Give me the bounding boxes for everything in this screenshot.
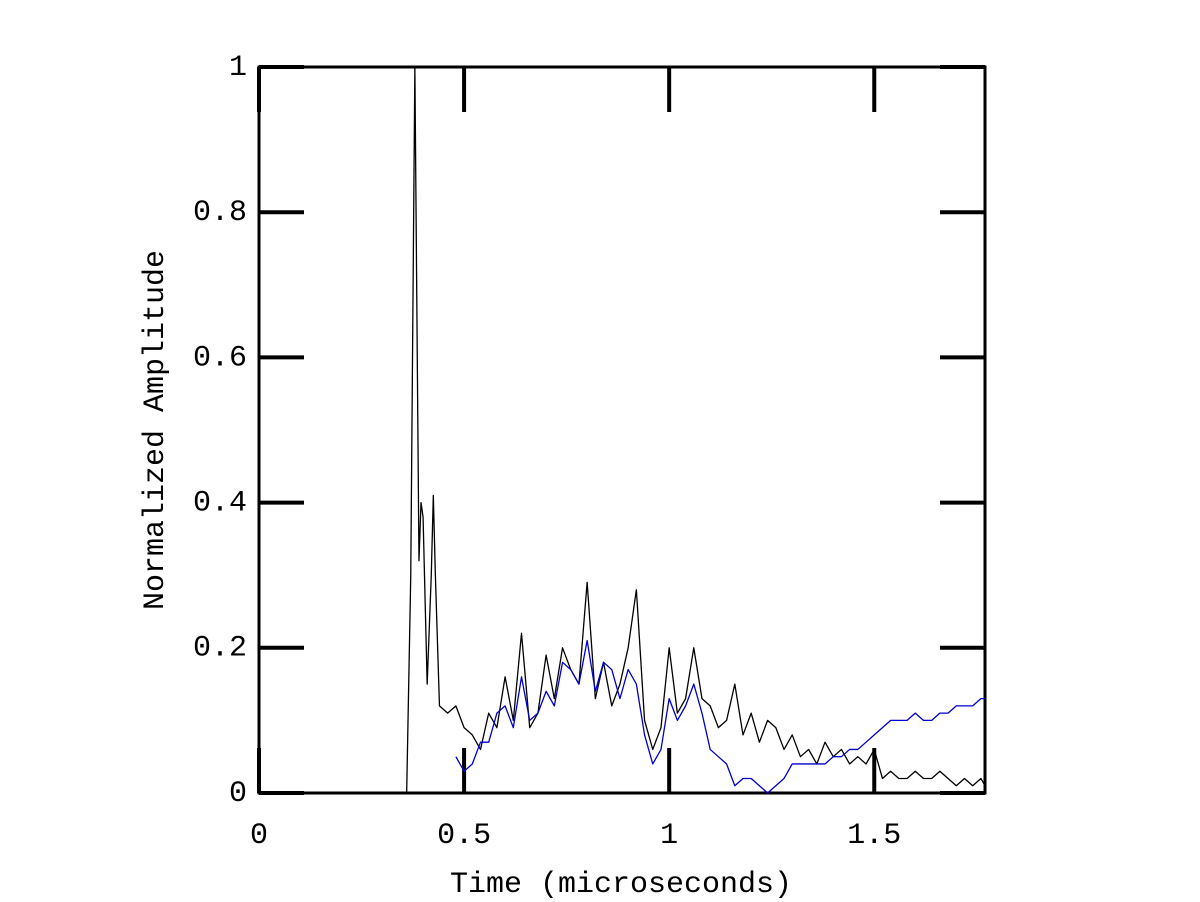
- y-tick-label: 0.2: [193, 632, 247, 666]
- y-tick-label: 0.8: [193, 196, 247, 230]
- x-axis-label: Time (microseconds): [450, 868, 792, 902]
- data-line: [455, 639, 985, 794]
- data-line: [259, 66, 986, 794]
- y-tick-label: 0.6: [193, 341, 247, 375]
- x-tick-label: 1: [660, 819, 678, 853]
- plot-frame: [257, 65, 987, 795]
- x-tick-label: 1.5: [847, 819, 901, 853]
- y-axis-label: Normalized Amplitude: [139, 250, 173, 610]
- y-tick-label: 0.4: [193, 487, 247, 521]
- y-tick-label: 1: [229, 51, 247, 85]
- x-tick-label: 0.5: [437, 819, 491, 853]
- x-tick-label: 0: [250, 819, 268, 853]
- y-tick-label: 0: [229, 777, 247, 811]
